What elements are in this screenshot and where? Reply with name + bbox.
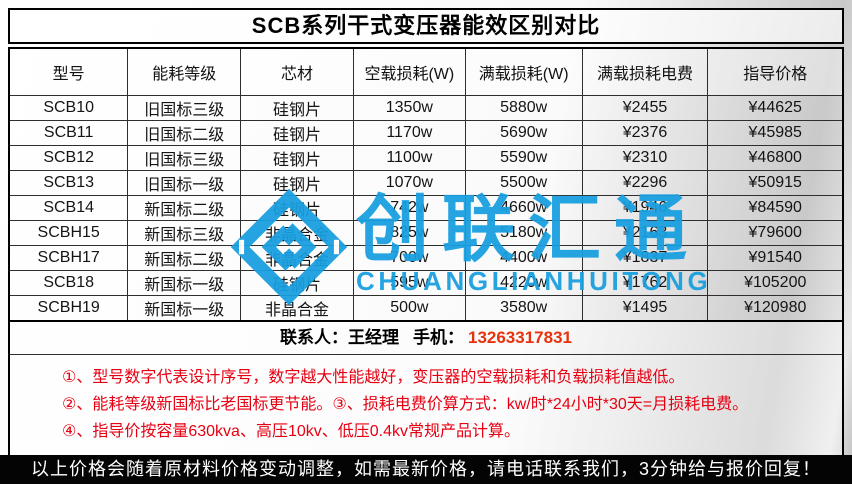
table-cell: ¥2455 (581, 95, 709, 121)
table-row: SCB10 旧国标三级 硅钢片 1350w 5880w ¥2455 ¥44625 (8, 95, 844, 121)
table-cell: 1170w (352, 120, 466, 146)
table-cell: 595w (352, 270, 466, 296)
notes-box: ①、型号数字代表设计序号，数字越大性能越好，变压器的空载损耗和负载损耗值越低。 ②… (10, 355, 842, 455)
table-cell: SCB10 (8, 95, 129, 121)
table-cell: 4660w (464, 195, 583, 221)
table-cell: 新国标一级 (127, 295, 242, 322)
table-cell: 3580w (464, 295, 583, 322)
table-cell: 非晶合金 (240, 220, 354, 246)
table-row: SCBH19 新国标一级 非晶合金 500w 3580w ¥1495 ¥120980 (8, 295, 844, 322)
table-cell: ¥1495 (581, 295, 709, 322)
table-cell: 旧国标三级 (127, 95, 242, 121)
table-cell: 新国标三级 (127, 220, 242, 246)
column-header: 型号 (8, 47, 129, 96)
table-cell: 旧国标一级 (127, 170, 242, 196)
table-cell: 硅钢片 (240, 195, 354, 221)
column-header: 指导价格 (707, 47, 844, 96)
column-header: 能耗等级 (127, 47, 242, 96)
table-cell: ¥46800 (707, 145, 844, 171)
table-header-row: 型号 能耗等级 芯材 空载损耗(W) 满载损耗(W) 满载损耗电费 指导价格 (8, 47, 844, 96)
table-cell: 1100w (352, 145, 466, 171)
page-title: SCB系列干式变压器能效区别对比 (8, 8, 844, 44)
contact-phone-number: 13263317831 (467, 328, 572, 347)
lower-box: 联系人：王经理 手机： 13263317831 ①、型号数字代表设计序号，数字越大性… (8, 322, 844, 457)
table-cell: 非晶合金 (240, 295, 354, 322)
table-cell: ¥1946 (581, 195, 709, 221)
table-cell: 硅钢片 (240, 170, 354, 196)
table-cell: 非晶合金 (240, 245, 354, 271)
table-cell: 硅钢片 (240, 95, 354, 121)
table-cell: SCBH15 (8, 220, 129, 246)
table-body: SCB10 旧国标三级 硅钢片 1350w 5880w ¥2455 ¥44625 SCB11 旧… (8, 95, 844, 322)
table-cell: ¥2163 (581, 220, 709, 246)
table-cell: SCB18 (8, 270, 129, 296)
table-cell: 旧国标三级 (127, 145, 242, 171)
table-cell: 742w (352, 195, 466, 221)
contact-phone-label: 手机： (412, 328, 464, 347)
table-cell: ¥84590 (707, 195, 844, 221)
table-row: SCB11 旧国标二级 硅钢片 1170w 5690w ¥2376 ¥45985 (8, 120, 844, 146)
table-cell: ¥44625 (707, 95, 844, 121)
table-cell: ¥1837 (581, 245, 709, 271)
table-row: SCB13 旧国标一级 硅钢片 1070w 5500w ¥2296 ¥50915 (8, 170, 844, 196)
note-line: ④、指导价按容量630kva、高压10kv、低压0.4kv常规产品计算。 (62, 423, 520, 440)
efficiency-table: 型号 能耗等级 芯材 空载损耗(W) 满载损耗(W) 满载损耗电费 指导价格 SCB10 旧国… (8, 47, 844, 322)
note-line: ②、能耗等级新国标比老国标更节能。③、损耗电费价算方式：kw/时*24小时*30… (62, 396, 749, 413)
table-row: SCB14 新国标二级 硅钢片 742w 4660w ¥1946 ¥84590 (8, 195, 844, 221)
column-header: 满载损耗电费 (581, 47, 709, 96)
note-line: ①、型号数字代表设计序号，数字越大性能越好，变压器的空载损耗和负载损耗值越低。 (62, 369, 685, 386)
table-cell: 5590w (464, 145, 583, 171)
table-cell: 4400w (464, 245, 583, 271)
table-cell: 新国标二级 (127, 195, 242, 221)
table-row: SCB18 新国标一级 硅钢片 595w 4220w ¥1762 ¥105200 (8, 270, 844, 296)
table-cell: 4220w (464, 270, 583, 296)
column-header: 芯材 (240, 47, 354, 96)
contact-person: 联系人：王经理 (279, 328, 399, 347)
table-row: SCBH15 新国标三级 非晶合金 825w 5180w ¥2163 ¥79600 (8, 220, 844, 246)
table-cell: ¥79600 (707, 220, 844, 246)
column-header: 满载损耗(W) (464, 47, 583, 96)
table-row: SCBH17 新国标二级 非晶合金 700w 4400w ¥1837 ¥91540 (8, 245, 844, 271)
table-cell: ¥2296 (581, 170, 709, 196)
table-cell: ¥1762 (581, 270, 709, 296)
table-cell: 硅钢片 (240, 145, 354, 171)
table-cell: 700w (352, 245, 466, 271)
table-cell: 5180w (464, 220, 583, 246)
table-cell: ¥50915 (707, 170, 844, 196)
table-cell: SCBH17 (8, 245, 129, 271)
table-cell: 500w (352, 295, 466, 322)
table-cell: 硅钢片 (240, 270, 354, 296)
table-row: SCB12 旧国标三级 硅钢片 1100w 5590w ¥2310 ¥46800 (8, 145, 844, 171)
table-cell: 5690w (464, 120, 583, 146)
table-cell: 5880w (464, 95, 583, 121)
table-cell: ¥91540 (707, 245, 844, 271)
table-cell: 1350w (352, 95, 466, 121)
table-cell: SCB14 (8, 195, 129, 221)
table-cell: ¥45985 (707, 120, 844, 146)
table-cell: ¥2376 (581, 120, 709, 146)
footer-bar: 以上价格会随着原材料价格变动调整，如需最新价格，请电话联系我们，3分钟给与报价回… (0, 455, 852, 484)
table-cell: SCB13 (8, 170, 129, 196)
table-cell: ¥105200 (707, 270, 844, 296)
table-cell: 1070w (352, 170, 466, 196)
table-cell: 825w (352, 220, 466, 246)
table-cell: 新国标二级 (127, 245, 242, 271)
table-cell: 旧国标二级 (127, 120, 242, 146)
table-cell: ¥120980 (707, 295, 844, 322)
table-cell: SCB12 (8, 145, 129, 171)
table-cell: 5500w (464, 170, 583, 196)
table-cell: 硅钢片 (240, 120, 354, 146)
table-cell: 新国标一级 (127, 270, 242, 296)
table-cell: SCB11 (8, 120, 129, 146)
table-cell: SCBH19 (8, 295, 129, 322)
contact-row: 联系人：王经理 手机： 13263317831 (10, 322, 842, 355)
column-header: 空载损耗(W) (352, 47, 466, 96)
table-cell: ¥2310 (581, 145, 709, 171)
flyer-sheet: SCB系列干式变压器能效区别对比 型号 能耗等级 芯材 空载损耗(W) 满载损耗(W) 满… (8, 8, 844, 457)
